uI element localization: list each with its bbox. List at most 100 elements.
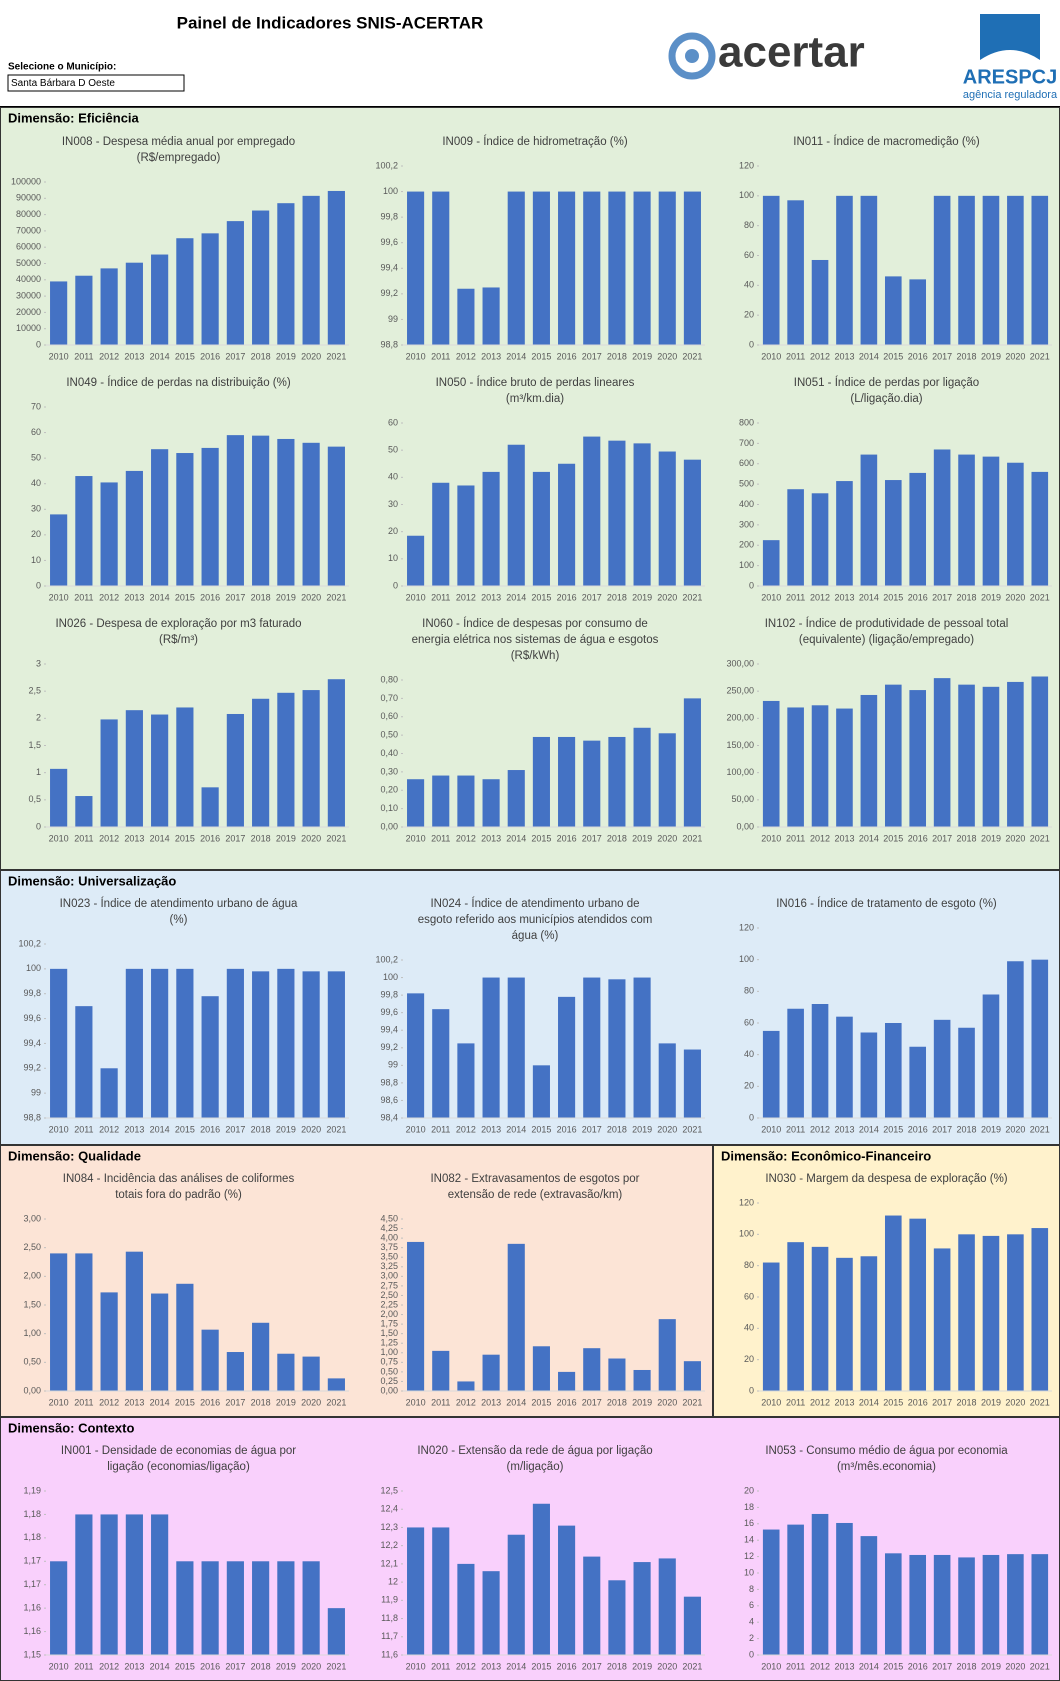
y-tick-label: 0 (36, 821, 41, 831)
y-tick-label: 10 (388, 553, 398, 563)
chart-title: IN020 - Extensão da rede de água por lig… (417, 1445, 652, 1457)
y-tick-label: 1,18 (23, 1509, 41, 1519)
chart-title: IN011 - Índice de macromedição (%) (793, 135, 980, 148)
bar (226, 435, 244, 586)
y-tick-label: 50 (31, 453, 41, 463)
bar (811, 493, 829, 586)
x-tick-label: 2017 (932, 833, 952, 843)
y-tick-label: 1 (36, 767, 41, 777)
x-tick-label: 2014 (150, 833, 170, 843)
bar (558, 463, 576, 586)
x-tick-label: 2016 (557, 592, 577, 602)
y-tick-label: 99,4 (380, 1025, 398, 1035)
y-tick-label: 2 (749, 1633, 754, 1643)
bar (532, 191, 550, 345)
y-tick-label: 99,2 (23, 1063, 41, 1073)
x-tick-label: 2016 (908, 1124, 928, 1134)
y-tick-label: 12 (388, 1576, 398, 1586)
x-tick-label: 2016 (200, 1397, 220, 1407)
y-tick-label: 12,3 (380, 1522, 398, 1532)
bar (884, 1553, 902, 1655)
selector-value[interactable]: Santa Bárbara D Oeste (11, 78, 115, 89)
y-tick-label: 3,75 (380, 1242, 398, 1252)
bar (457, 485, 475, 586)
bar (50, 1253, 68, 1391)
bar (787, 489, 804, 586)
x-tick-label: 2013 (124, 833, 144, 843)
y-tick-label: 80 (744, 1260, 754, 1270)
bar (608, 440, 626, 586)
bar (909, 1046, 927, 1118)
y-tick-label: 100 (739, 954, 754, 964)
x-tick-label: 2016 (200, 1124, 220, 1134)
bar (125, 968, 143, 1118)
y-tick-label: 3 (36, 658, 41, 668)
x-tick-label: 2010 (49, 833, 69, 843)
x-tick-label: 2011 (786, 1397, 805, 1407)
y-tick-label: 100 (383, 972, 398, 982)
bar (958, 1234, 975, 1391)
y-tick-label: 50000 (16, 258, 41, 268)
x-tick-label: 2013 (481, 1397, 501, 1407)
x-tick-label: 2015 (883, 1661, 903, 1671)
bar (608, 979, 626, 1118)
bar (583, 977, 601, 1118)
bar (933, 1019, 951, 1118)
x-tick-label: 2017 (582, 833, 602, 843)
bar (125, 1514, 143, 1655)
bar (558, 996, 576, 1118)
y-tick-label: 600 (739, 458, 754, 468)
y-tick-label: 99 (388, 314, 398, 324)
bar (982, 686, 1000, 827)
y-tick-label: 60 (744, 250, 754, 260)
y-tick-label: 700 (739, 438, 754, 448)
x-tick-label: 2012 (456, 833, 476, 843)
x-tick-label: 2019 (276, 833, 296, 843)
bar (933, 449, 951, 586)
bar (811, 259, 829, 345)
y-tick-label: 40 (744, 1049, 754, 1059)
x-tick-label: 2013 (834, 351, 854, 361)
bar (633, 727, 651, 827)
y-tick-label: 2,5 (28, 686, 41, 696)
y-tick-label: 3,00 (23, 1213, 41, 1223)
x-tick-label: 2011 (431, 1397, 450, 1407)
x-tick-label: 2019 (632, 1124, 652, 1134)
x-tick-label: 2018 (607, 592, 627, 602)
y-tick-label: 120 (739, 160, 754, 170)
x-tick-label: 2021 (682, 592, 702, 602)
bar (658, 451, 676, 586)
x-tick-label: 2017 (225, 1124, 245, 1134)
y-tick-label: 98,8 (23, 1112, 41, 1122)
x-tick-label: 2018 (607, 833, 627, 843)
x-tick-label: 2014 (859, 1661, 879, 1671)
x-tick-label: 2020 (657, 833, 677, 843)
x-tick-label: 2019 (981, 1124, 1001, 1134)
y-tick-label: 6 (749, 1600, 754, 1610)
x-tick-label: 2020 (657, 1661, 677, 1671)
y-tick-label: 100 (739, 560, 754, 570)
x-tick-label: 2011 (74, 1397, 93, 1407)
x-tick-label: 2019 (276, 1124, 296, 1134)
bar (811, 1246, 829, 1391)
bar (860, 1536, 878, 1655)
y-tick-label: 150,00 (726, 740, 754, 750)
y-tick-label: 2,75 (380, 1280, 398, 1290)
chart-title: IN008 - Despesa média anual por empregad… (62, 136, 295, 148)
bar (50, 281, 68, 345)
bar (432, 191, 450, 345)
y-tick-label: 98,8 (380, 339, 398, 349)
selector-box[interactable] (7, 74, 185, 92)
x-tick-label: 2018 (251, 351, 271, 361)
bar (583, 1348, 601, 1391)
chart-title: (L/ligação.dia) (850, 393, 922, 405)
x-tick-label: 2020 (657, 351, 677, 361)
y-tick-label: 0 (749, 1112, 754, 1122)
bar (507, 191, 525, 345)
bar (884, 1215, 902, 1391)
y-tick-label: 1,50 (380, 1328, 398, 1338)
y-tick-label: 100,2 (375, 160, 398, 170)
x-tick-label: 2018 (957, 351, 977, 361)
x-tick-label: 2017 (932, 1661, 952, 1671)
bar (909, 1554, 927, 1655)
